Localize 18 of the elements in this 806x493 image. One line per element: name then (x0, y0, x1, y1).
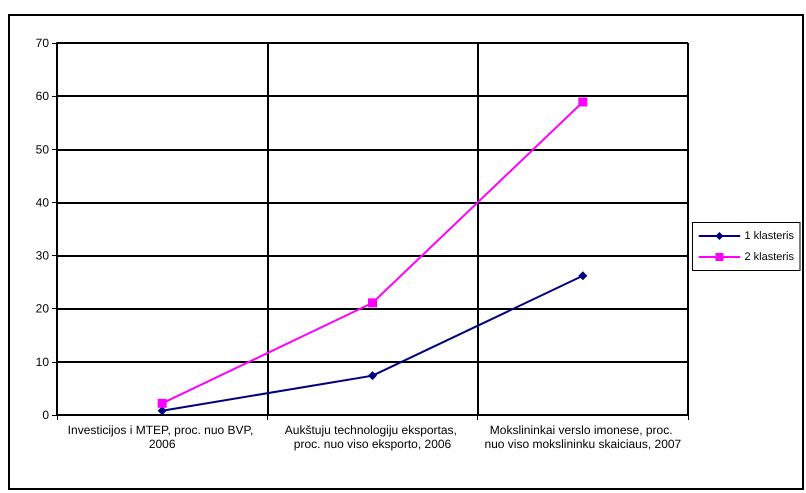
y-tick-label: 20 (36, 302, 50, 316)
y-tick-label: 50 (36, 142, 50, 156)
y-tick-label: 0 (42, 408, 50, 422)
x-tick-label: Aukštuju technologiju eksportas, proc. nuo viso eksporto, 2006 (284, 423, 460, 451)
point (578, 271, 588, 280)
legend-label: 1 klasteris (744, 230, 794, 242)
point (368, 371, 377, 380)
y-tick-label: 10 (36, 354, 50, 369)
point (368, 298, 377, 308)
point (578, 97, 588, 106)
y-tick-label: 30 (36, 248, 50, 263)
y-tick-label: 60 (36, 89, 50, 104)
point (158, 398, 167, 408)
y-tick-label: 40 (36, 195, 50, 210)
y-tick-label: 70 (36, 36, 50, 50)
legend-label: 2 klasteris (744, 251, 794, 263)
x-tick-label: Mokslininkai verslo imonese, proc. nuo viso mokslininku skaiciaus, 2007 (484, 423, 682, 451)
x-tick-label: Investicijos i MTEP, proc. nuo BVP, 2006 (68, 423, 257, 451)
